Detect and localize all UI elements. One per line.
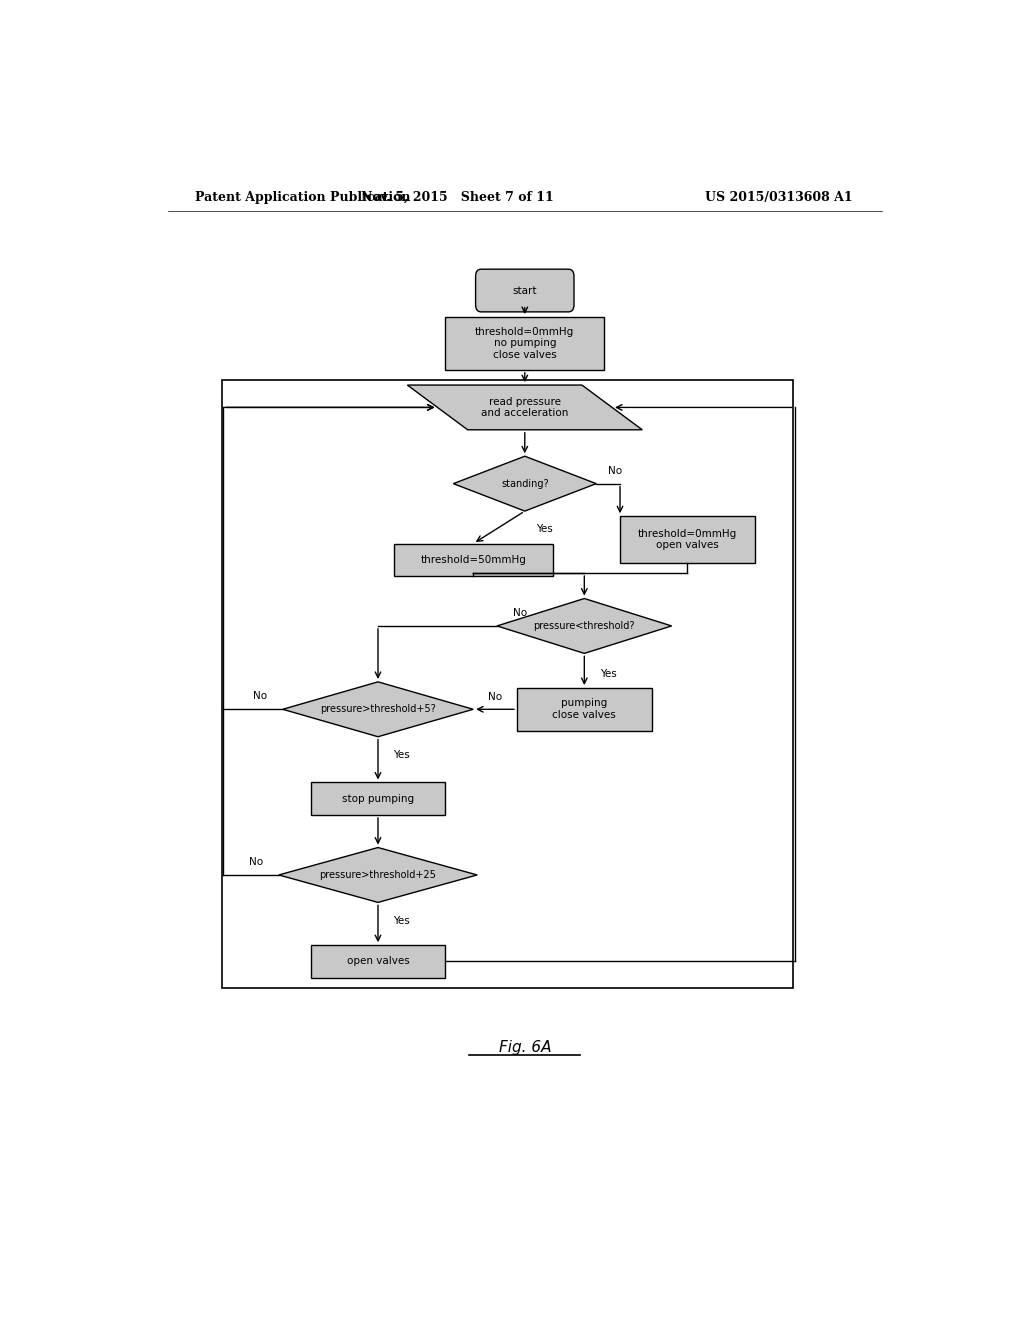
- Text: standing?: standing?: [501, 479, 549, 488]
- Polygon shape: [283, 682, 473, 737]
- Text: No: No: [488, 692, 502, 702]
- Text: stop pumping: stop pumping: [342, 793, 414, 804]
- Text: Nov. 5, 2015   Sheet 7 of 11: Nov. 5, 2015 Sheet 7 of 11: [361, 190, 554, 203]
- Text: Yes: Yes: [537, 524, 553, 535]
- Text: Patent Application Publication: Patent Application Publication: [196, 190, 411, 203]
- Text: No: No: [253, 692, 267, 701]
- Polygon shape: [408, 385, 642, 430]
- Text: US 2015/0313608 A1: US 2015/0313608 A1: [705, 190, 853, 203]
- Text: pressure>threshold+5?: pressure>threshold+5?: [321, 705, 436, 714]
- Text: start: start: [513, 285, 537, 296]
- Text: read pressure
and acceleration: read pressure and acceleration: [481, 396, 568, 418]
- Polygon shape: [497, 598, 672, 653]
- Bar: [221, 380, 793, 987]
- Text: open valves: open valves: [346, 957, 410, 966]
- Text: threshold=0mmHg
no pumping
close valves: threshold=0mmHg no pumping close valves: [475, 327, 574, 360]
- Bar: [310, 945, 445, 978]
- Text: No: No: [608, 466, 623, 477]
- Text: Yes: Yes: [393, 916, 411, 925]
- Text: Fig. 6A: Fig. 6A: [499, 1040, 551, 1055]
- Bar: [394, 544, 553, 576]
- Text: threshold=0mmHg
open valves: threshold=0mmHg open valves: [638, 529, 737, 550]
- Text: Yes: Yes: [393, 750, 411, 760]
- Bar: [620, 516, 755, 562]
- Text: threshold=50mmHg: threshold=50mmHg: [420, 554, 526, 565]
- Text: No: No: [249, 857, 263, 867]
- Text: pressure<threshold?: pressure<threshold?: [534, 620, 635, 631]
- Bar: [310, 783, 445, 814]
- Text: Yes: Yes: [600, 669, 616, 678]
- Bar: [517, 688, 652, 731]
- Polygon shape: [279, 847, 477, 903]
- Text: pressure>threshold+25: pressure>threshold+25: [319, 870, 436, 880]
- Polygon shape: [454, 457, 596, 511]
- FancyBboxPatch shape: [475, 269, 574, 312]
- Text: pumping
close valves: pumping close valves: [552, 698, 616, 721]
- Bar: [445, 317, 604, 370]
- Text: No: No: [513, 607, 527, 618]
